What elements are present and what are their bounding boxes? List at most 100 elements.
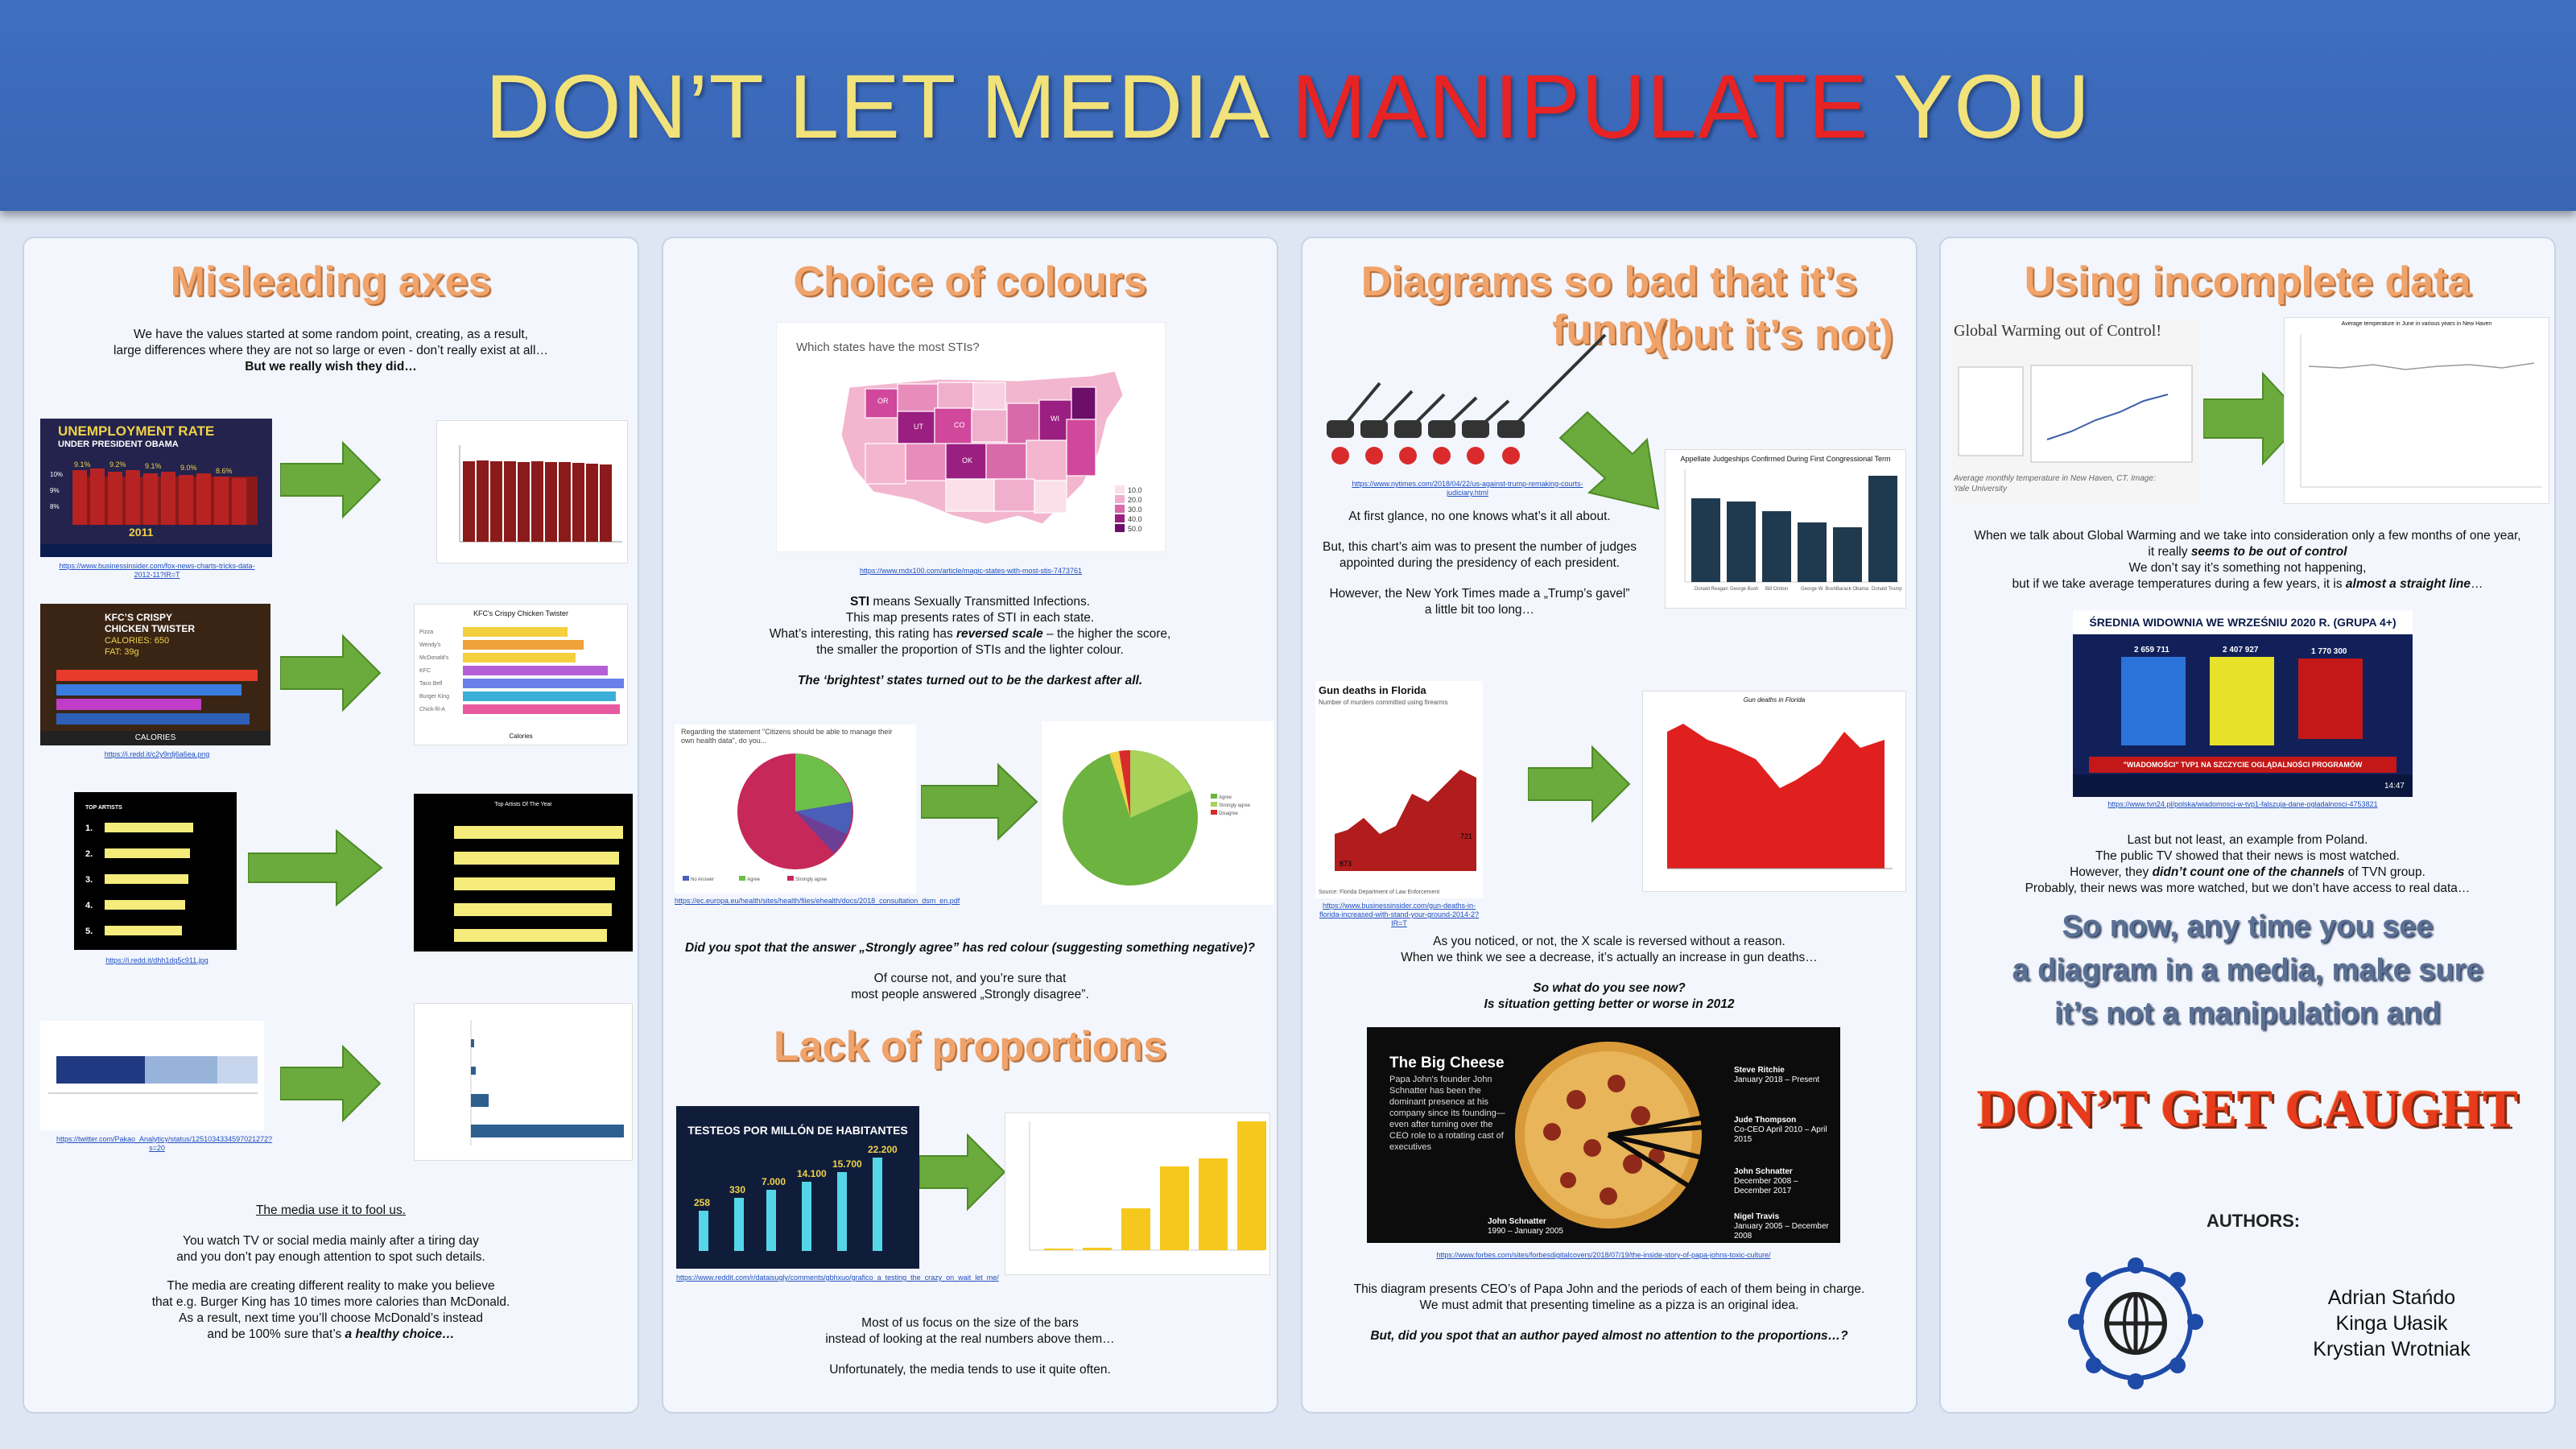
svg-text:Wendy's: Wendy's: [419, 642, 441, 648]
gw-line4b: almost a straight line: [2345, 577, 2471, 591]
kfc-correct-chart: KFC's Crispy Chicken Twister Pizza Wendy'…: [414, 604, 628, 745]
source-link-testing[interactable]: https://www.reddit.com/r/dataisugly/comm…: [676, 1274, 999, 1282]
gw-line3: We don’t say it’s something not happenin…: [2128, 561, 2367, 575]
svg-text:Burger King: Burger King: [419, 694, 449, 700]
source-link-tvp[interactable]: https://www.tvn24.pl/polska/wiadomosci-w…: [2107, 800, 2378, 808]
artists-correct-chart: Top Artists Of The Year: [414, 794, 633, 952]
gw-chart-svg: [1958, 365, 2193, 463]
moral-line3: The media are creating different reality…: [167, 1279, 495, 1293]
tv-line4: Probably, their news was more watched, b…: [2025, 881, 2471, 895]
dont-get-caught: DON’T GET CAUGHT: [1976, 1080, 2519, 1138]
source-link-pie[interactable]: https://ec.europa.eu/health/sites/health…: [675, 897, 960, 905]
gun-misleading-svg: 873 721: [1335, 713, 1476, 871]
svg-text:258: 258: [694, 1197, 710, 1208]
moral-title: The media use it to fool us.: [255, 1203, 407, 1217]
polish-correct-bars: [470, 1020, 624, 1146]
svg-text:George W. Bush: George W. Bush: [1801, 587, 1836, 592]
university-logo-icon: [2068, 1257, 2203, 1389]
svg-text:8%: 8%: [50, 503, 60, 510]
svg-text:10.0: 10.0: [1128, 486, 1142, 494]
arrow-right-icon: [919, 1133, 1006, 1212]
gw-caption: Average monthly temperature in New Haven…: [1954, 474, 2156, 493]
kfc-bars: Pizza Wendy's McDonald's KFC Taco Bell Burger…: [419, 627, 624, 714]
svg-text:Agree: Agree: [747, 877, 761, 882]
sti-line3b: reversed scale: [956, 627, 1043, 641]
author-3: Krystian Wrotniak: [2313, 1338, 2471, 1360]
source-link-unemployment[interactable]: https://www.businessinsider.com/fox-news…: [59, 562, 255, 579]
proportions-line3: Unfortunately, the media tends to use it…: [829, 1363, 1111, 1377]
source-link-pizza[interactable]: https://www.forbes.com/sites/forbesdigit…: [1436, 1251, 1771, 1259]
svg-text:9.0%: 9.0%: [180, 464, 197, 472]
svg-text:8.6%: 8.6%: [216, 467, 233, 475]
svg-text:1 770 300: 1 770 300: [2311, 647, 2347, 656]
gw-correct-chart: Average temperature in June in various y…: [2284, 317, 2549, 504]
svg-text:9%: 9%: [50, 487, 60, 494]
source-link-kfc[interactable]: https://i.redd.it/c2y9rdj6a6ea.png: [104, 750, 210, 758]
source-link-judges[interactable]: https://www.nytimes.com/2018/04/22/us-ag…: [1352, 480, 1583, 497]
pie-chart-misleading: Regarding the statement "Citizens should…: [675, 724, 916, 894]
svg-text:40.0: 40.0: [1128, 515, 1142, 523]
unemp-correct-bars: [459, 445, 622, 543]
sti-legend: 10.0 20.0 30.0 40.0 50.0: [1115, 485, 1142, 533]
arrow-right-icon: [280, 1044, 382, 1123]
pizza-schnatter1-dates: 1990 – January 2005: [1488, 1227, 1563, 1236]
title-part3: YOU: [1868, 56, 2091, 157]
tv-line2: The public TV showed that their news is …: [2095, 849, 2400, 863]
unemployment-correct-chart: [436, 420, 628, 564]
pie-question-line1: Did you spot that the answer „Strongly a…: [685, 941, 1255, 955]
gw-correct-svg: [2300, 334, 2542, 488]
svg-text:2 659 711: 2 659 711: [2134, 646, 2169, 654]
kfc-xlabel: Calories: [509, 733, 533, 740]
svg-text:Strongly agree: Strongly agree: [795, 877, 828, 882]
heading-misleading-axes: Misleading axes: [170, 258, 492, 305]
column-incomplete-data: Using incomplete data Global Warming out…: [1939, 237, 2556, 1414]
pizza-thompson: Jude Thompson: [1734, 1116, 1797, 1125]
svg-text:7.000: 7.000: [762, 1176, 786, 1187]
column-bad-diagrams: Diagrams so bad that it’s funny (but it’…: [1301, 237, 1918, 1414]
pizza-line3: But, did you spot that an author payed a…: [1370, 1329, 1848, 1343]
sti-line2: This map presents rates of STI in each s…: [845, 611, 1095, 625]
pizza-schnatter2: John Schnatter: [1734, 1167, 1793, 1176]
gun-line3: So what do you see now?: [1533, 981, 1686, 995]
gun-note: 2005 Florida enacted its 'Stand Your Gro…: [1393, 755, 1457, 778]
svg-text:20.0: 20.0: [1128, 496, 1142, 504]
source-link-gun[interactable]: https://www.businessinsider.com/gun-deat…: [1319, 902, 1480, 927]
svg-text:15.700: 15.700: [832, 1158, 862, 1170]
svg-text:No Answer: No Answer: [691, 877, 714, 882]
gun-line2: When we think we see a decrease, it’s ac…: [1401, 951, 1818, 964]
svg-text:873: 873: [1340, 860, 1352, 868]
gavel-line5: a little bit too long…: [1424, 603, 1535, 617]
pizza-schnatter2-dates: December 2008 – December 2017: [1734, 1177, 1798, 1195]
cnn-bars: 258 330 7.000 14.100 15.700 22.200: [694, 1144, 898, 1251]
heading-bad-diagrams-b: (but it’s not): [1653, 312, 1893, 358]
judges-bars: Donald Reagan George Bush Bill Clinton Geor…: [1684, 469, 1902, 592]
source-link-polish[interactable]: https://twitter.com/Pakao_Analyticy/stat…: [56, 1135, 273, 1152]
closing-line1: So now, any time you see: [2062, 910, 2434, 943]
svg-text:721: 721: [1460, 832, 1472, 840]
proportions-line2: instead of looking at the real numbers a…: [825, 1332, 1115, 1346]
source-link-sti[interactable]: https://www.mdx100.com/article/magic-sta…: [859, 567, 1083, 575]
tv-title: ŚREDNIA WIDOWNIA WE WRZEŚNIU 2020 R. (GR…: [2073, 610, 2413, 634]
pie-correct-svg: Agree Strongly agree Disagree: [1063, 749, 1251, 886]
column-misleading-axes: Misleading axes We have the values start…: [23, 237, 639, 1414]
svg-text:30.0: 30.0: [1128, 506, 1142, 514]
gavel-line2: But, this chart’s aim was to present the…: [1323, 540, 1637, 554]
source-link-artists[interactable]: https://i.redd.it/dhh1dq5c911.jpg: [105, 956, 208, 964]
svg-text:Disagree: Disagree: [1219, 811, 1239, 816]
svg-text:22.200: 22.200: [868, 1144, 898, 1155]
moral-line6b: a healthy choice…: [345, 1327, 455, 1341]
testing-correct-bars: [1029, 1121, 1266, 1251]
svg-text:Donald Reagan: Donald Reagan: [1695, 587, 1728, 592]
svg-text:WI: WI: [1051, 415, 1059, 423]
sti-line5: The ‘brightest’ states turned out to be …: [797, 674, 1143, 687]
svg-text:9.1%: 9.1%: [145, 462, 162, 470]
svg-text:1.: 1.: [85, 824, 93, 833]
svg-text:CO: CO: [954, 421, 965, 429]
gun-source: Source: Florida Department of Law Enforc…: [1319, 890, 1440, 895]
gun-deaths-misleading: Gun deaths in Florida Number of murders …: [1315, 681, 1483, 898]
sti-line4: the smaller the proportion of STIs and t…: [816, 643, 1124, 657]
closing-line3: it’s not a manipulation and: [2054, 997, 2441, 1030]
intro-line2: large differences where they are not so …: [114, 344, 548, 357]
tv-banner: "WIADOMOŚCI" TVP1 NA SZCZYCIE OGLĄDALNOŚ…: [2089, 757, 2396, 785]
kfc-calories: CALORIES: 650: [105, 636, 170, 646]
